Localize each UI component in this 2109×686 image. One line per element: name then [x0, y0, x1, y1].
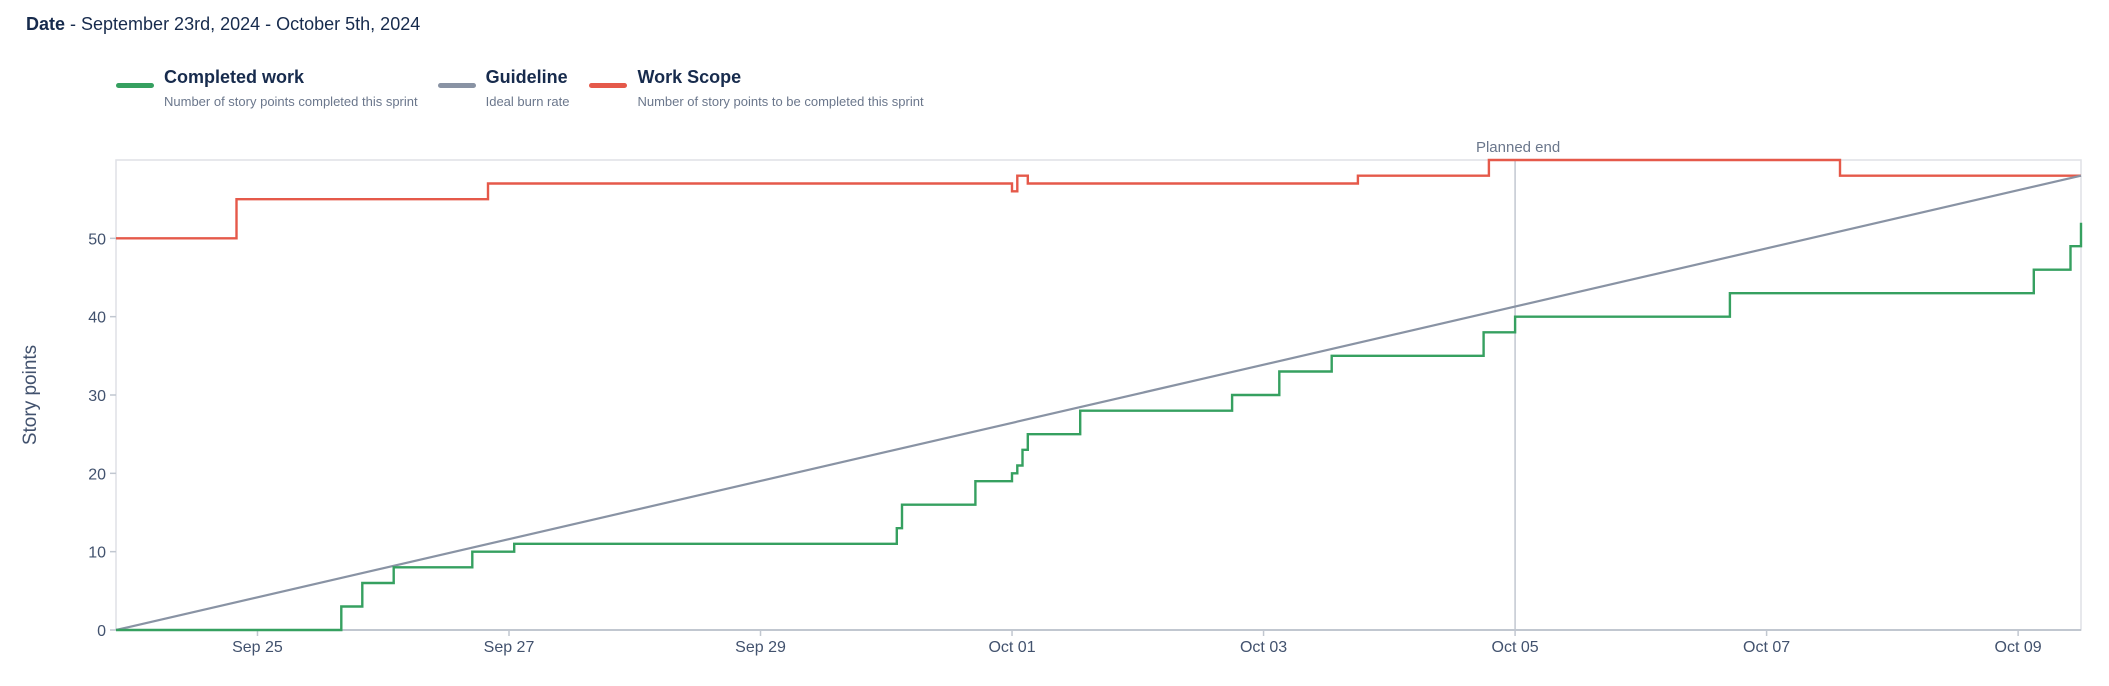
legend-name: Guideline — [485, 67, 568, 87]
date-label: Date — [26, 14, 66, 34]
x-tick-label: Sep 27 — [484, 639, 535, 656]
planned-end-label: Planned end — [1476, 139, 1560, 156]
x-tick-label: Oct 01 — [988, 639, 1035, 656]
legend-description: Number of story points completed this sp… — [164, 94, 418, 109]
y-tick-label: 40 — [88, 310, 106, 327]
y-tick-label: 0 — [97, 623, 106, 640]
y-tick-label: 20 — [88, 466, 106, 483]
series-layer — [115, 158, 2083, 632]
date-range-header: Date - September 23rd, 2024 - October 5t… — [26, 14, 420, 35]
axis-layer: 0 10 20 30 40 50 Sep 25 Sep 27 Sep 29 Oct 01 Oct 0… — [88, 159, 2082, 656]
chart-legend: Completed work Number of story points co… — [116, 66, 924, 109]
y-axis-title: Story points — [20, 345, 41, 445]
plot-frame — [115, 159, 2082, 631]
series-line-guideline — [115, 174, 2082, 632]
x-tick-label: Oct 05 — [1492, 639, 1539, 656]
legend-swatch-work-scope — [589, 83, 628, 88]
series-line-work-scope — [116, 158, 2081, 240]
annotation-layer: Planned end — [1476, 139, 1560, 630]
y-tick-label: 50 — [88, 231, 106, 248]
legend-description: Number of story points to be completed t… — [637, 94, 924, 109]
legend-item-guideline[interactable]: Guideline Ideal burn rate — [437, 66, 570, 109]
date-range-text: - September 23rd, 2024 - October 5th, 20… — [65, 14, 421, 34]
legend-name: Work Scope — [637, 67, 742, 87]
legend-name: Completed work — [164, 67, 305, 87]
x-tick-label: Sep 25 — [232, 639, 283, 656]
legend-item-completed-work[interactable]: Completed work Number of story points co… — [116, 66, 418, 109]
x-tick-label: Oct 07 — [1743, 639, 1790, 656]
x-tick-label: Sep 29 — [735, 639, 786, 656]
y-tick-label: 30 — [88, 388, 106, 405]
legend-swatch-guideline — [437, 83, 476, 88]
series-line-completed-work — [116, 222, 2083, 632]
x-tick-label: Oct 03 — [1240, 639, 1287, 656]
y-tick-label: 10 — [88, 545, 106, 562]
legend-description: Ideal burn rate — [485, 94, 570, 109]
legend-item-work-scope[interactable]: Work Scope Number of story points to be … — [589, 66, 924, 109]
x-tick-label: Oct 09 — [1995, 639, 2042, 656]
legend-swatch-completed-work — [116, 83, 154, 88]
